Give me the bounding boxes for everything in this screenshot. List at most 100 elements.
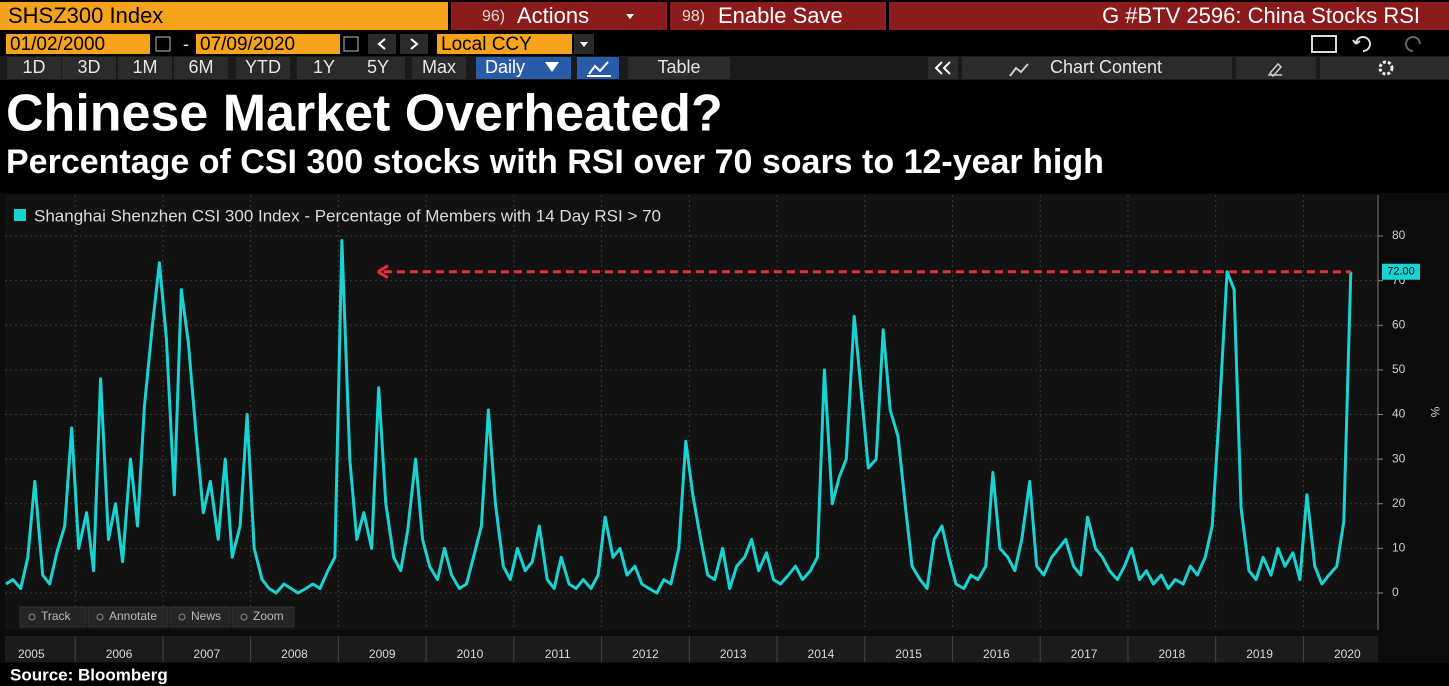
y-tick-label: 40 <box>1392 407 1406 421</box>
dropdown-icon <box>626 14 634 19</box>
tool-label: Zoom <box>253 609 284 623</box>
period: 1Y <box>313 57 335 77</box>
y-tick-label: 0 <box>1392 585 1399 599</box>
tool-button[interactable] <box>87 606 169 628</box>
settings-button[interactable] <box>1320 57 1449 79</box>
end-date-field[interactable] <box>196 34 340 54</box>
table-button[interactable] <box>628 57 730 79</box>
start-date-field[interactable] <box>6 34 150 54</box>
prev-button[interactable] <box>368 34 396 54</box>
collapse-icon <box>934 61 951 75</box>
x-tick-label: 2008 <box>281 647 308 661</box>
tool-button[interactable] <box>231 606 295 628</box>
tool-label: News <box>191 609 221 623</box>
x-tick-label: 2018 <box>1158 647 1185 661</box>
security: SHSZ300 Index <box>8 3 163 28</box>
actions-num: 96) <box>482 8 505 25</box>
x-tick-label: 2020 <box>1334 647 1361 661</box>
y-tick-label: 50 <box>1392 362 1406 376</box>
x-tick-label: 2017 <box>1071 647 1098 661</box>
save-num: 98) <box>682 8 705 25</box>
period-button[interactable] <box>118 57 172 79</box>
annotation-arrow <box>377 264 389 280</box>
period-button[interactable] <box>412 57 466 79</box>
period-button[interactable] <box>236 57 290 79</box>
undo-icon[interactable] <box>1352 36 1371 52</box>
tool-icon <box>28 613 36 621</box>
tool-label: Track <box>41 609 72 623</box>
x-tick-label: 2007 <box>193 647 220 661</box>
tool-icon <box>240 613 248 621</box>
tool-icon <box>178 613 186 621</box>
tool-button[interactable] <box>169 606 231 628</box>
last-value-box <box>1382 263 1420 280</box>
save-button[interactable] <box>670 2 886 30</box>
currency: Local CCY <box>441 34 532 55</box>
period: Max <box>422 57 456 77</box>
data-line <box>5 239 1353 595</box>
start-date: 01/02/2000 <box>10 34 105 55</box>
chart-content-icon <box>1009 63 1029 77</box>
calendar-icon[interactable] <box>155 36 171 52</box>
table: Table <box>657 57 700 77</box>
tool-label: Annotate <box>109 609 157 623</box>
plot-area <box>5 195 1378 630</box>
next-button[interactable] <box>400 34 428 54</box>
present-icon[interactable] <box>1311 35 1337 53</box>
last-value-label: 72.00 <box>1387 266 1415 278</box>
graph-title-bar <box>889 2 1449 30</box>
redo-icon[interactable] <box>1405 36 1421 52</box>
period-button[interactable] <box>297 57 351 79</box>
date-separator: - <box>183 34 189 54</box>
x-axis-band <box>5 636 1378 662</box>
period: 1M <box>132 57 157 77</box>
y-tick-label: 80 <box>1392 228 1406 242</box>
y-tick-label: 10 <box>1392 541 1406 555</box>
y-tick-label: 30 <box>1392 451 1406 465</box>
edit-button[interactable] <box>1236 57 1316 79</box>
frequency: Daily <box>485 57 525 77</box>
x-tick-label: 2011 <box>545 647 571 661</box>
tool-button[interactable] <box>19 606 87 628</box>
chart-content-button[interactable] <box>962 57 1232 79</box>
period-button[interactable] <box>7 57 61 79</box>
period: YTD <box>245 57 281 77</box>
period-button[interactable] <box>62 57 116 79</box>
save: Enable Save <box>718 3 843 28</box>
x-tick-label: 2013 <box>720 647 747 661</box>
dropdown-icon <box>545 62 559 72</box>
actions: Actions <box>517 3 589 28</box>
x-tick-label: 2010 <box>457 647 484 661</box>
currency-field[interactable] <box>437 34 572 54</box>
x-tick-label: 2014 <box>808 647 835 661</box>
x-tick-label: 2009 <box>369 647 396 661</box>
x-tick-label: 2005 <box>18 647 45 661</box>
prev-icon <box>377 38 386 50</box>
period: 6M <box>188 57 213 77</box>
period: 5Y <box>367 57 389 77</box>
x-tick-label: 2019 <box>1246 647 1273 661</box>
graph-title: G #BTV 2596: China Stocks RSI <box>1102 3 1420 28</box>
chart-title: Chinese Market Overheated? <box>6 85 723 143</box>
legend-label: Shanghai Shenzhen CSI 300 Index - Percen… <box>34 206 661 225</box>
period-button[interactable] <box>351 57 405 79</box>
line-chart-icon <box>587 61 611 77</box>
chart-subtitle: Percentage of CSI 300 stocks with RSI ov… <box>6 143 1104 181</box>
end-date: 07/09/2020 <box>200 34 295 55</box>
period-button[interactable] <box>174 57 228 79</box>
edit-icon <box>1268 62 1283 78</box>
next-icon <box>410 38 419 50</box>
legend-swatch <box>14 209 26 221</box>
gear-icon <box>1378 60 1394 76</box>
x-tick-label: 2015 <box>895 647 922 661</box>
security-field[interactable] <box>0 2 448 30</box>
source: Source: Bloomberg <box>10 665 168 684</box>
dropdown-icon <box>580 42 588 47</box>
y-tick-label: 60 <box>1392 317 1406 331</box>
tool-icon <box>96 613 104 621</box>
x-tick-label: 2012 <box>632 647 659 661</box>
x-tick-label: 2016 <box>983 647 1010 661</box>
period: 3D <box>77 57 100 77</box>
calendar-icon[interactable] <box>343 36 359 52</box>
